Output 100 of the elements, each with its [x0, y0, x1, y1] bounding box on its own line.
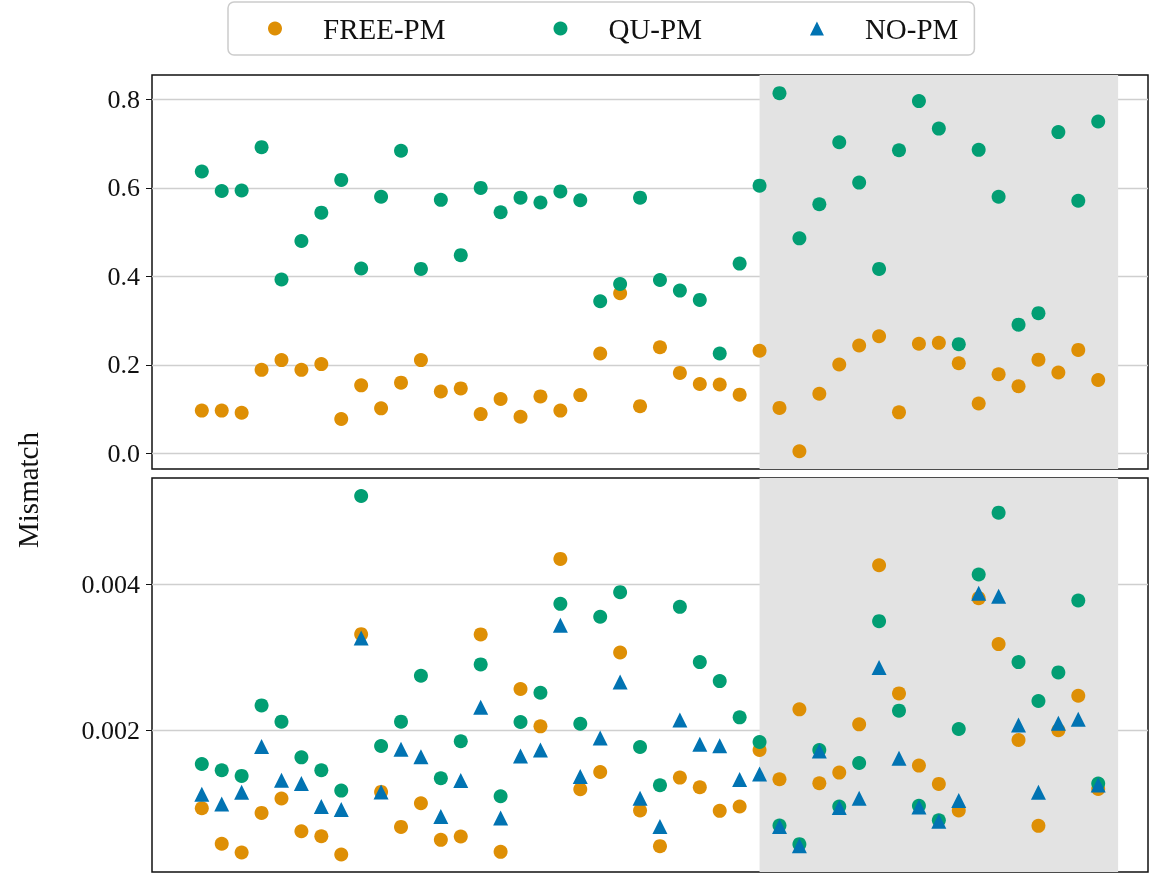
point — [633, 399, 648, 414]
point — [533, 389, 548, 404]
point — [892, 703, 906, 718]
point — [971, 142, 986, 157]
point — [812, 776, 827, 791]
point — [194, 403, 209, 418]
point — [493, 789, 508, 804]
point — [951, 356, 966, 371]
point — [473, 627, 488, 642]
point — [453, 734, 468, 749]
point — [493, 392, 508, 407]
point — [832, 357, 847, 372]
point — [194, 801, 209, 816]
y-tick-label: 0.4 — [107, 261, 140, 291]
point — [892, 143, 906, 158]
legend-label: QU-PM — [608, 12, 702, 45]
point — [1031, 306, 1046, 321]
point — [273, 772, 289, 788]
point — [513, 715, 528, 730]
point — [593, 346, 608, 361]
point — [613, 585, 628, 600]
point — [433, 809, 449, 825]
point — [991, 367, 1006, 382]
point — [672, 712, 688, 728]
point — [473, 180, 488, 195]
point — [214, 796, 230, 812]
point — [732, 710, 747, 725]
point — [234, 405, 249, 420]
point — [513, 682, 528, 697]
point — [1071, 342, 1086, 357]
point — [553, 403, 568, 418]
point — [513, 748, 529, 764]
point — [294, 750, 309, 765]
point — [1011, 379, 1026, 394]
point — [812, 197, 827, 212]
point — [274, 714, 289, 729]
point — [493, 810, 509, 826]
point — [832, 135, 847, 150]
point — [553, 184, 568, 199]
point — [752, 343, 767, 358]
point — [872, 614, 887, 629]
point — [314, 829, 329, 844]
point — [991, 588, 1007, 604]
point — [951, 337, 966, 352]
point — [254, 698, 269, 713]
point — [214, 403, 229, 418]
point — [1031, 352, 1046, 367]
point — [672, 599, 687, 614]
point — [413, 796, 428, 811]
point — [274, 791, 289, 806]
point — [752, 766, 768, 782]
point — [1011, 732, 1026, 747]
point — [852, 175, 867, 190]
y-axis-title: Mismatch — [11, 432, 44, 548]
point — [732, 387, 747, 402]
point — [294, 824, 309, 839]
point — [633, 190, 648, 205]
point — [453, 248, 468, 263]
point — [334, 783, 349, 798]
point — [951, 793, 967, 809]
point — [832, 765, 847, 780]
point — [971, 396, 986, 411]
point — [254, 140, 269, 155]
point — [493, 844, 508, 859]
point — [792, 231, 807, 246]
point — [413, 749, 429, 765]
point — [1051, 665, 1066, 680]
point — [533, 195, 548, 210]
point — [293, 776, 309, 792]
point — [692, 736, 708, 752]
point — [354, 488, 369, 503]
point — [712, 803, 727, 818]
point — [851, 790, 867, 806]
point — [633, 739, 648, 754]
point — [692, 377, 707, 391]
point — [1071, 688, 1086, 703]
point — [214, 183, 229, 198]
point — [652, 272, 667, 287]
point — [892, 405, 906, 420]
point — [393, 741, 409, 757]
point — [334, 411, 349, 426]
point — [1071, 193, 1086, 208]
point — [712, 377, 727, 392]
point — [533, 685, 548, 700]
point — [792, 702, 807, 717]
point — [513, 190, 528, 205]
point — [592, 730, 608, 746]
point — [593, 294, 608, 309]
point — [1031, 694, 1046, 708]
legend-label: NO-PM — [864, 12, 959, 45]
point — [712, 738, 728, 754]
point — [573, 716, 588, 731]
point — [194, 786, 210, 802]
point — [314, 205, 329, 220]
point — [274, 353, 289, 368]
point — [1070, 711, 1086, 727]
point — [652, 340, 667, 355]
point — [394, 375, 408, 390]
point — [354, 378, 369, 393]
point — [573, 193, 588, 208]
